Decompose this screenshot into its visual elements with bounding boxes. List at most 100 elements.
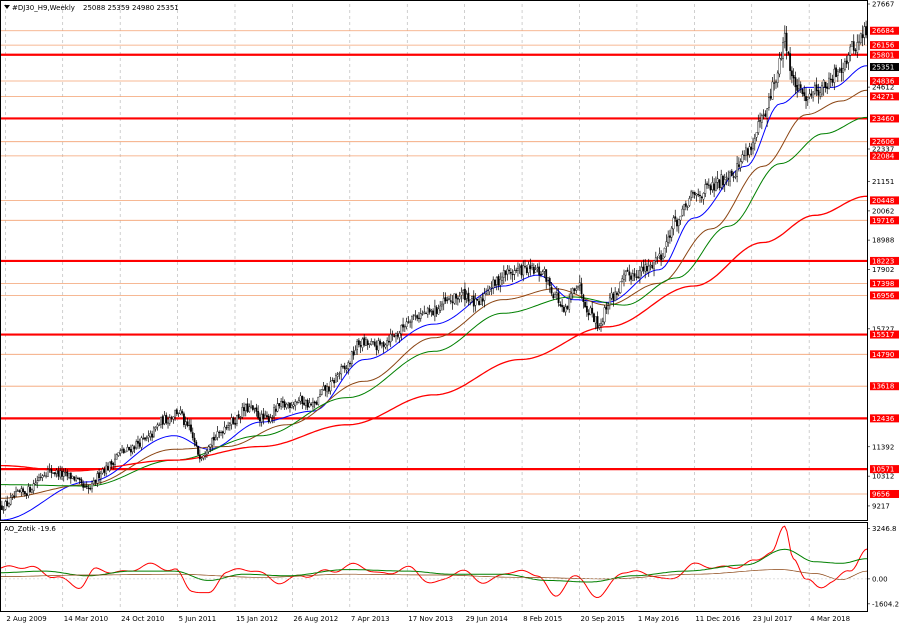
candle-body: [479, 297, 482, 305]
candle-body: [743, 154, 746, 156]
candle-body: [340, 366, 343, 375]
candle-body: [764, 113, 767, 117]
candle-body: [54, 472, 56, 475]
y-tick-label: 20062: [872, 207, 894, 215]
x-tick-label: 26 Aug 2012: [293, 615, 338, 623]
candle-body: [220, 432, 222, 434]
ohlc-label: 25088 25359 24980 25351: [83, 4, 179, 12]
indicator-line-1: [1, 548, 867, 583]
candle-body: [759, 120, 761, 122]
candle-body: [41, 475, 44, 478]
level-price-tag: [870, 489, 899, 498]
candle-body: [716, 178, 719, 183]
candle-body: [32, 483, 35, 491]
candle-body: [760, 115, 763, 123]
candle-body: [771, 81, 774, 100]
candle-body: [439, 305, 442, 311]
candle-body: [105, 465, 108, 474]
candle-body: [73, 476, 76, 481]
level-price-tag: [870, 114, 899, 123]
candle-body: [458, 296, 461, 300]
candle-body: [601, 321, 604, 325]
candle-body: [347, 362, 350, 369]
candle-body: [124, 450, 127, 453]
candle-body: [845, 60, 848, 65]
candle-body: [596, 316, 599, 329]
candle-body: [9, 497, 12, 505]
candle-body: [135, 441, 138, 449]
candle-body: [382, 342, 385, 347]
candle-body: [257, 411, 260, 419]
candle-body: [16, 490, 19, 492]
candle-body: [225, 427, 228, 429]
candle-body: [644, 264, 647, 272]
candle-body: [361, 338, 364, 348]
candle-body: [693, 191, 696, 195]
candle-body: [654, 257, 657, 262]
candle-body: [729, 171, 731, 182]
candle-body: [545, 269, 548, 282]
candle-body: [262, 413, 265, 420]
candle-body: [444, 297, 447, 302]
candle-body: [453, 293, 456, 304]
candle-body: [732, 176, 735, 178]
candle-body: [697, 194, 700, 196]
candle-body: [456, 298, 459, 300]
candle-body: [780, 58, 783, 60]
indicator-panel-frame: [0, 522, 868, 612]
candle-body: [852, 41, 855, 51]
ind-y-tick-label: 0.00: [872, 575, 888, 583]
candle-body: [474, 298, 477, 306]
candle-body: [197, 445, 199, 455]
y-tick-label: 18988: [872, 237, 894, 245]
candle-body: [663, 247, 666, 258]
candle-body: [637, 276, 640, 278]
dropdown-triangle-icon[interactable]: [4, 5, 10, 9]
level-price-label: 9656: [872, 490, 890, 498]
candle-body: [414, 315, 417, 317]
candle-body: [92, 480, 95, 484]
candle-body: [91, 482, 93, 490]
candle-body: [365, 339, 367, 346]
candle-body: [276, 403, 279, 412]
candle-body: [806, 97, 809, 100]
candle-body: [126, 447, 129, 452]
x-tick-label: 14 Mar 2010: [64, 615, 108, 623]
candle-body: [190, 424, 192, 432]
candle-body: [396, 334, 399, 337]
candle-body: [525, 267, 528, 274]
moving-average-line-1: [1, 89, 868, 499]
candle-body: [223, 426, 226, 434]
candle-body: [168, 417, 171, 424]
candle-body: [511, 274, 514, 276]
x-tick-label: 23 Jul 2017: [753, 615, 793, 623]
candle-body: [421, 313, 424, 315]
candle-body: [746, 148, 749, 156]
candle-body: [543, 268, 546, 272]
candle-body: [137, 440, 139, 444]
candle-body: [114, 458, 116, 466]
candle-body: [488, 288, 491, 292]
candle-body: [792, 75, 795, 79]
candle-body: [418, 317, 420, 319]
y-tick-label: 10312: [872, 473, 894, 481]
candle-body: [296, 401, 298, 403]
candle-body: [246, 403, 249, 412]
candle-body: [6, 500, 9, 506]
candle-body: [255, 407, 258, 412]
candle-body: [829, 78, 832, 80]
candle-body: [15, 491, 17, 497]
candle-body: [59, 470, 62, 478]
candle-body: [407, 321, 410, 323]
candle-body: [232, 417, 235, 424]
candle-body: [610, 292, 613, 299]
candle-body: [96, 473, 99, 484]
candle-body: [677, 219, 680, 227]
level-price-label: 20448: [872, 197, 894, 205]
candle-body: [216, 431, 219, 438]
candle-body: [621, 278, 624, 282]
candle-body: [317, 396, 320, 405]
candle-body: [753, 138, 756, 144]
candle-body: [156, 424, 159, 428]
